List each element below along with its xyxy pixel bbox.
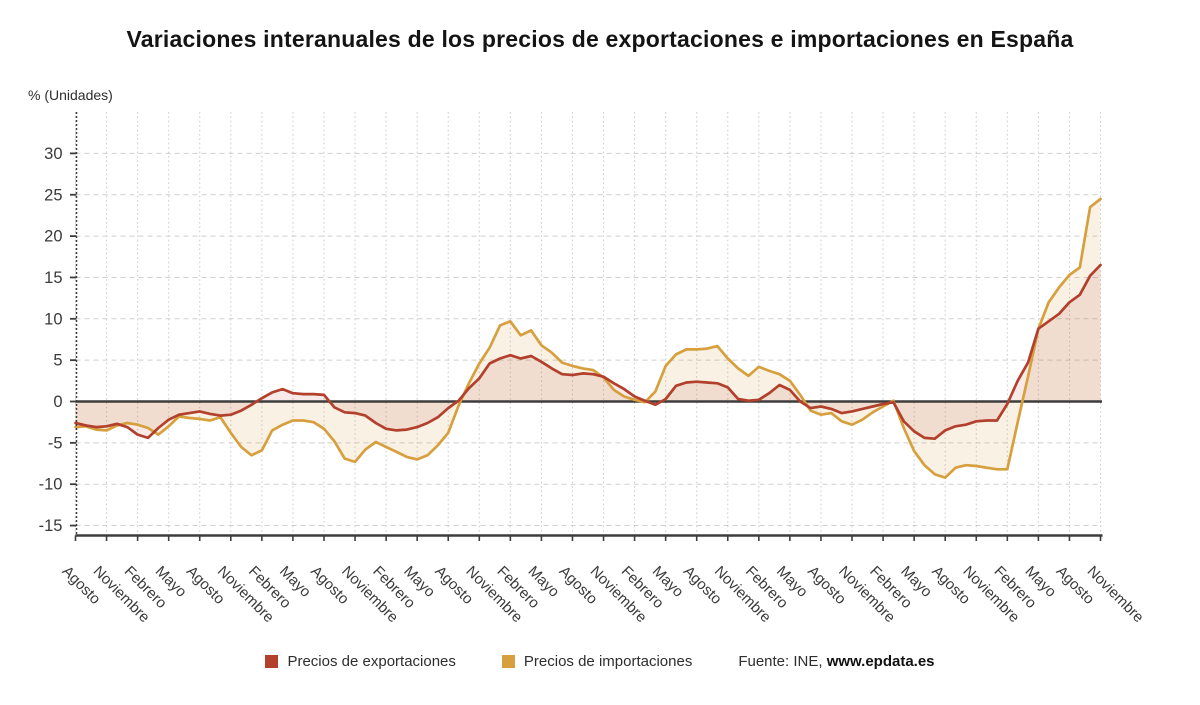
export-price-line bbox=[74, 263, 1102, 441]
y-tick-label: 25 bbox=[44, 186, 62, 204]
legend-item-importaciones: Precios de importaciones bbox=[501, 652, 693, 670]
import-price-line bbox=[74, 197, 1102, 479]
y-tick-label: -15 bbox=[39, 517, 63, 535]
export-series-swatch-icon bbox=[265, 654, 279, 668]
source-link-text: www.epdata.es bbox=[826, 652, 935, 670]
y-tick-label: 10 bbox=[44, 310, 62, 328]
y-tick-label: -10 bbox=[39, 476, 63, 494]
source-prefix: Fuente: INE, bbox=[738, 652, 827, 670]
legend-label-exportaciones: Precios de exportaciones bbox=[287, 652, 456, 670]
legend-label-importaciones: Precios de importaciones bbox=[523, 652, 693, 670]
y-tick-label: 15 bbox=[44, 269, 62, 287]
y-tick-label: 5 bbox=[53, 352, 62, 370]
source-note: Fuente: INE, www.epdata.es bbox=[738, 653, 934, 670]
series-area bbox=[75, 198, 1101, 478]
legend-item-exportaciones: Precios de exportaciones bbox=[265, 652, 456, 670]
y-axis-unit-label: % (Unidades) bbox=[28, 87, 113, 103]
y-tick-label: 0 bbox=[53, 393, 62, 411]
y-tick-label: -5 bbox=[48, 434, 63, 452]
series-area bbox=[75, 265, 1101, 439]
chart-title: Variaciones interanuales de los precios … bbox=[126, 26, 1074, 52]
legend: Precios de exportaciones Precios de impo… bbox=[0, 646, 1200, 676]
y-tick-label: 20 bbox=[44, 228, 62, 246]
import-series-swatch-icon bbox=[501, 654, 515, 668]
y-tick-label: 30 bbox=[44, 145, 62, 163]
